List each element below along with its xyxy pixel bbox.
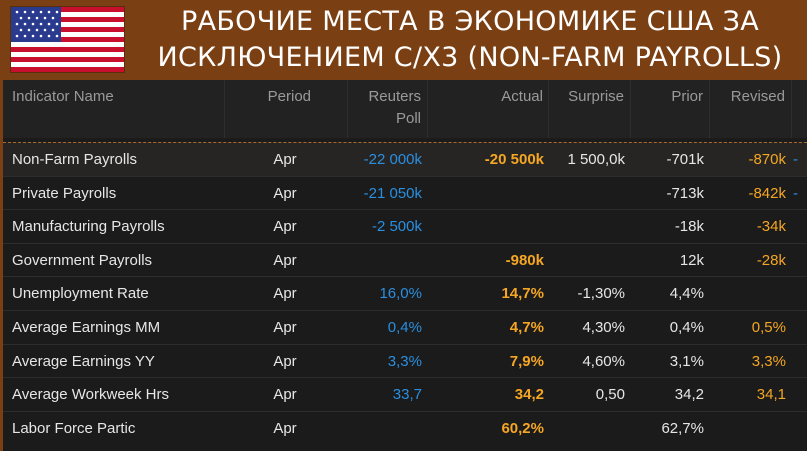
cell-extra bbox=[793, 412, 807, 445]
column-header-revised[interactable]: Revised bbox=[710, 80, 792, 138]
cell-name: Private Payrolls bbox=[12, 184, 117, 202]
cell-period: Apr bbox=[273, 251, 297, 269]
cell-actual: 7,9% bbox=[509, 352, 544, 370]
cell-prior: 34,2 bbox=[674, 386, 704, 404]
cell-name: Average Earnings MM bbox=[12, 319, 161, 336]
cell-prior: -18k bbox=[674, 218, 704, 236]
cell-poll: 16,0% bbox=[379, 285, 422, 303]
header-banner: РАБОЧИЕ МЕСТА В ЭКОНОМИКЕ США ЗА ИСКЛЮЧЕ… bbox=[0, 0, 807, 80]
cell-extra bbox=[793, 244, 807, 277]
cell-revised: -34k bbox=[756, 218, 786, 236]
cell-poll: 3,3% bbox=[387, 352, 422, 370]
table-row[interactable]: Non-Farm Payrolls Apr -22 000k -20 500k 1 50… bbox=[3, 142, 807, 177]
cell-name: Non-Farm Payrolls bbox=[12, 151, 138, 168]
cell-actual: 60,2% bbox=[501, 419, 544, 437]
column-header-poll[interactable]: Reuters Poll bbox=[348, 80, 428, 138]
cell-surprise: 4,30% bbox=[582, 319, 625, 336]
cell-actual: -20 500k bbox=[484, 151, 544, 168]
cell-name: Labor Force Partic bbox=[12, 419, 136, 437]
cell-period: Apr bbox=[273, 419, 297, 437]
cell-poll: 0,4% bbox=[387, 319, 422, 336]
cell-prior: 4,4% bbox=[669, 285, 704, 303]
cell-extra bbox=[793, 210, 807, 243]
cell-period: Apr bbox=[273, 352, 297, 370]
table-header: Indicator Name Period Reuters Poll Actua… bbox=[3, 80, 807, 138]
cell-revised: 0,5% bbox=[751, 319, 786, 336]
cell-extra bbox=[793, 345, 807, 378]
cell-period: Apr bbox=[273, 386, 297, 404]
indicators-table: Indicator Name Period Reuters Poll Actua… bbox=[3, 80, 807, 451]
cell-actual: -980k bbox=[505, 251, 544, 269]
cell-surprise: -1,30% bbox=[577, 285, 625, 303]
cell-poll bbox=[348, 412, 422, 445]
column-header-prior[interactable]: Prior bbox=[631, 80, 710, 138]
cell-revised bbox=[710, 412, 786, 445]
cell-revised: -870k bbox=[748, 151, 786, 168]
table-row[interactable]: Average Earnings MM Apr 0,4% 4,7% 4,30% 0,4% 0… bbox=[3, 310, 807, 344]
cell-prior: 3,1% bbox=[669, 352, 704, 370]
cell-extra: - bbox=[793, 151, 798, 168]
us-flag-icon bbox=[10, 6, 125, 73]
cell-revised: -842k bbox=[748, 184, 786, 202]
cell-name: Unemployment Rate bbox=[12, 285, 149, 303]
cell-extra bbox=[793, 311, 807, 344]
column-header-name[interactable]: Indicator Name bbox=[3, 80, 225, 138]
table-row[interactable]: Labor Force Partic Apr 60,2% 62,7% bbox=[3, 410, 807, 445]
cell-prior: 0,4% bbox=[669, 319, 704, 336]
table-row[interactable]: Average Workweek Hrs Apr 33,7 34,2 0,50 34,2 3… bbox=[3, 377, 807, 411]
cell-actual: 4,7% bbox=[509, 319, 544, 336]
cell-actual bbox=[428, 177, 544, 210]
cell-actual bbox=[428, 210, 544, 243]
cell-period: Apr bbox=[273, 151, 297, 168]
cell-surprise bbox=[549, 210, 625, 243]
column-header-period[interactable]: Period bbox=[225, 80, 348, 138]
cell-prior: 12k bbox=[679, 251, 704, 269]
cell-poll: -21 050k bbox=[363, 184, 422, 202]
cell-actual: 14,7% bbox=[501, 285, 544, 303]
cell-surprise bbox=[549, 244, 625, 277]
table-row[interactable]: Manufacturing Payrolls Apr -2 500k -18k -34k bbox=[3, 209, 807, 243]
cell-name: Manufacturing Payrolls bbox=[12, 218, 165, 236]
page-title: РАБОЧИЕ МЕСТА В ЭКОНОМИКЕ США ЗА ИСКЛЮЧЕ… bbox=[157, 6, 783, 73]
cell-poll bbox=[348, 244, 422, 277]
cell-name: Government Payrolls bbox=[12, 251, 153, 269]
cell-surprise bbox=[549, 177, 625, 210]
cell-prior: -701k bbox=[666, 151, 704, 168]
column-header-surprise[interactable]: Surprise bbox=[549, 80, 631, 138]
cell-extra bbox=[793, 277, 807, 310]
cell-surprise: 0,50 bbox=[595, 386, 625, 404]
cell-period: Apr bbox=[273, 319, 297, 336]
cell-surprise: 4,60% bbox=[582, 352, 625, 370]
cell-poll: -2 500k bbox=[371, 218, 422, 236]
column-header-actual[interactable]: Actual bbox=[428, 80, 549, 138]
cell-extra: - bbox=[793, 184, 798, 202]
table-row[interactable]: Private Payrolls Apr -21 050k -713k -842k - bbox=[3, 175, 807, 210]
table-row[interactable]: Government Payrolls Apr -980k 12k -28k bbox=[3, 242, 807, 277]
cell-extra bbox=[793, 378, 807, 411]
cell-surprise bbox=[549, 412, 625, 445]
cell-period: Apr bbox=[273, 184, 297, 202]
table-row[interactable]: Average Earnings YY Apr 3,3% 7,9% 4,60% 3,1% 3… bbox=[3, 343, 807, 378]
cell-name: Average Earnings YY bbox=[12, 352, 155, 370]
cell-poll: -22 000k bbox=[363, 151, 422, 168]
cell-revised: 34,1 bbox=[756, 386, 786, 404]
cell-actual: 34,2 bbox=[514, 386, 544, 404]
cell-period: Apr bbox=[273, 285, 297, 303]
cell-period: Apr bbox=[273, 218, 297, 236]
cell-prior: -713k bbox=[666, 184, 704, 202]
cell-revised bbox=[710, 277, 786, 310]
table-row[interactable]: Unemployment Rate Apr 16,0% 14,7% -1,30% 4,4% bbox=[3, 276, 807, 310]
cell-surprise: 1 500,0k bbox=[567, 151, 625, 168]
cell-revised: -28k bbox=[756, 251, 786, 269]
cell-poll: 33,7 bbox=[392, 386, 422, 404]
cell-revised: 3,3% bbox=[751, 352, 786, 370]
cell-prior: 62,7% bbox=[661, 419, 704, 437]
cell-name: Average Workweek Hrs bbox=[12, 386, 170, 404]
